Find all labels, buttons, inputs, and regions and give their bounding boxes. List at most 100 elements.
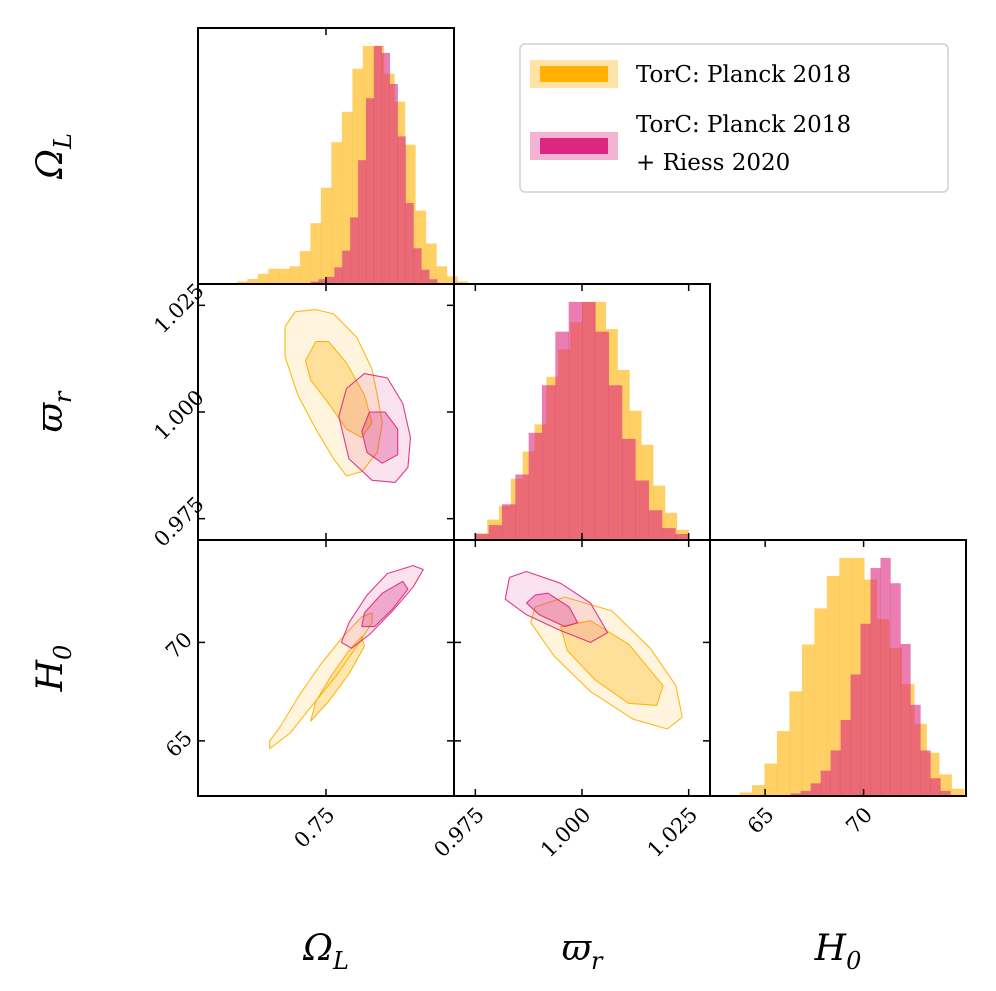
- contour-h0_vs_varpi_r-s1-inner: [525, 592, 579, 628]
- hist-bar-omega_l-s0-9: [331, 142, 343, 284]
- hist-bar-omega_l-s1-8: [373, 45, 383, 284]
- legend-label-0: TorC: Planck 2018: [636, 62, 851, 88]
- hist-bar-h0-s1-12: [910, 704, 921, 796]
- contour-h0_vs_omega_l-s0-inner: [310, 635, 365, 722]
- contour-panel-varpi_r_vs_omega_l: [284, 309, 412, 483]
- hist-bar-omega_l-s0-2: [257, 273, 269, 284]
- legend-label-2: + Riess 2020: [636, 150, 790, 176]
- hist-bar-omega_l-s1-3: [334, 267, 343, 284]
- hist-bar-omega_l-s1-10: [389, 84, 398, 284]
- hist-bar-h0-s0-4: [789, 691, 803, 796]
- hist-bar-h0-s1-6: [850, 674, 861, 796]
- hist-bar-varpi_r-s1-2: [502, 504, 516, 540]
- hist-bar-h0-s0-17: [951, 788, 965, 796]
- contour-h0_vs_varpi_r-s1-outer: [504, 570, 609, 643]
- hist-bar-varpi_r-s1-7: [568, 301, 583, 540]
- hist-bar-omega_l-s0-19: [436, 266, 448, 284]
- contour-h0_vs_varpi_r-s0-outer: [530, 596, 683, 730]
- panels: [197, 27, 967, 797]
- hist-bar-omega_l-s1-14: [421, 269, 430, 284]
- contour-h0_vs_varpi_r-s0-inner: [560, 620, 664, 706]
- hist-bar-omega_l-s0-20: [446, 276, 458, 284]
- hist-bar-omega_l-s1-2: [326, 276, 335, 284]
- hist-bar-h0-s0-0: [739, 792, 753, 796]
- hist-bar-h0-s1-8: [870, 568, 881, 796]
- hist-bar-h0-s0-6: [814, 608, 828, 796]
- contour-varpi_r_vs_omega_l-s1-inner: [361, 411, 399, 464]
- hist-panel-varpi_r: [475, 301, 689, 540]
- hist-bar-varpi_r-s1-3: [515, 474, 529, 540]
- axis-labels: ΩL ϖr H0 ΩL ϖr H0: [30, 133, 861, 975]
- hist-bar-omega_l-s1-15: [429, 279, 438, 284]
- hist-bar-h0-s0-1: [752, 785, 765, 796]
- hist-bar-omega_l-s0-5: [289, 266, 301, 284]
- hist-bar-varpi_r-s1-5: [542, 385, 556, 540]
- hist-bar-h0-s1-9: [880, 557, 891, 796]
- hist-bar-varpi_r-s1-11: [622, 438, 636, 540]
- x-axis-label-omega_l: ΩL: [302, 928, 349, 975]
- hist-bar-h0-s0-16: [939, 774, 952, 796]
- hist-bar-varpi_r-s1-13: [648, 510, 663, 540]
- hist-bar-omega_l-s0-17: [415, 210, 427, 284]
- hist-bar-omega_l-s1-6: [358, 160, 367, 284]
- hist-bar-omega_l-s1-4: [342, 250, 351, 284]
- contour-h0_vs_omega_l-s1-inner: [361, 580, 409, 628]
- y-axis-label-omega_l: ΩL: [30, 133, 77, 180]
- hist-bar-varpi_r-s1-12: [635, 480, 649, 540]
- hist-bar-h0-s1-14: [930, 778, 941, 796]
- hist-bar-omega_l-s1-5: [350, 217, 359, 284]
- hist-bar-omega_l-s0-6: [299, 251, 311, 284]
- hist-bar-h0-s1-3: [820, 770, 831, 796]
- hist-bar-h0-s1-13: [920, 750, 931, 796]
- hist-bar-omega_l-s0-0: [236, 281, 248, 284]
- hist-bar-omega_l-s1-13: [413, 248, 422, 284]
- hist-bar-omega_l-s0-7: [310, 223, 322, 284]
- axes-frame-r2c2: [709, 539, 967, 797]
- hist-bar-h0-s1-10: [890, 583, 901, 796]
- hist-bar-omega_l-s1-9: [381, 53, 390, 285]
- y-axis-label-h0: H0: [30, 645, 77, 693]
- hist-bar-omega_l-s0-18: [425, 243, 437, 284]
- contour-varpi_r_vs_omega_l-s0-inner: [304, 341, 373, 439]
- x-axis-label-h0: H0: [814, 928, 862, 975]
- legend-label-1: TorC: Planck 2018: [636, 112, 851, 138]
- contour-panel-h0_vs_omega_l: [269, 565, 424, 750]
- hist-bar-omega_l-s0-21: [457, 281, 469, 284]
- hist-bar-h0-s1-15: [940, 790, 951, 796]
- hist-bar-h0-s1-1: [800, 790, 811, 796]
- legend-swatch-s1: [540, 138, 608, 154]
- hist-bar-varpi_r-s1-15: [675, 534, 689, 540]
- contour-varpi_r_vs_omega_l-s0-outer: [284, 309, 383, 477]
- contour-h0_vs_omega_l-s0-outer: [269, 612, 373, 750]
- contour-panel-h0_vs_varpi_r: [504, 570, 683, 730]
- hist-bar-omega_l-s0-8: [320, 187, 332, 284]
- hist-bar-omega_l-s1-1: [318, 279, 327, 284]
- legend: TorC: Planck 2018 TorC: Planck 2018 + Ries…: [519, 43, 949, 193]
- hist-bar-varpi_r-s1-8: [582, 301, 596, 540]
- hist-bar-varpi_r-s1-9: [595, 331, 609, 540]
- contour-h0_vs_omega_l-s1-outer: [340, 565, 424, 649]
- hist-bar-h0-s1-5: [840, 720, 851, 796]
- hist-bar-omega_l-s0-3: [268, 268, 280, 284]
- hist-bar-h0-s1-2: [810, 783, 821, 796]
- hist-bar-varpi_r-s1-10: [608, 385, 623, 540]
- hist-bar-h0-s0-3: [776, 731, 790, 796]
- hist-bar-h0-s0-7: [826, 575, 840, 796]
- hist-bar-omega_l-s1-11: [397, 136, 406, 284]
- hist-bar-omega_l-s0-4: [278, 268, 290, 284]
- hist-bar-varpi_r-s1-6: [555, 331, 569, 540]
- hist-bar-varpi_r-s1-14: [662, 528, 676, 540]
- legend-frame: [519, 43, 949, 193]
- hist-bar-omega_l-s1-7: [365, 98, 375, 284]
- x-axis-label-varpi_r: ϖr: [562, 928, 604, 975]
- hist-bar-h0-s1-7: [860, 623, 871, 796]
- hist-bar-varpi_r-s1-0: [475, 534, 489, 540]
- hist-bar-h0-s1-4: [830, 750, 841, 796]
- contour-varpi_r_vs_omega_l-s1-outer: [338, 373, 412, 483]
- hist-bar-h0-s1-0: [790, 793, 802, 796]
- hist-bar-omega_l-s0-11: [352, 68, 364, 285]
- hist-bar-omega_l-s0-10: [341, 111, 353, 285]
- hist-panel-omega_l: [236, 45, 469, 285]
- hist-bar-h0-s0-5: [801, 644, 815, 796]
